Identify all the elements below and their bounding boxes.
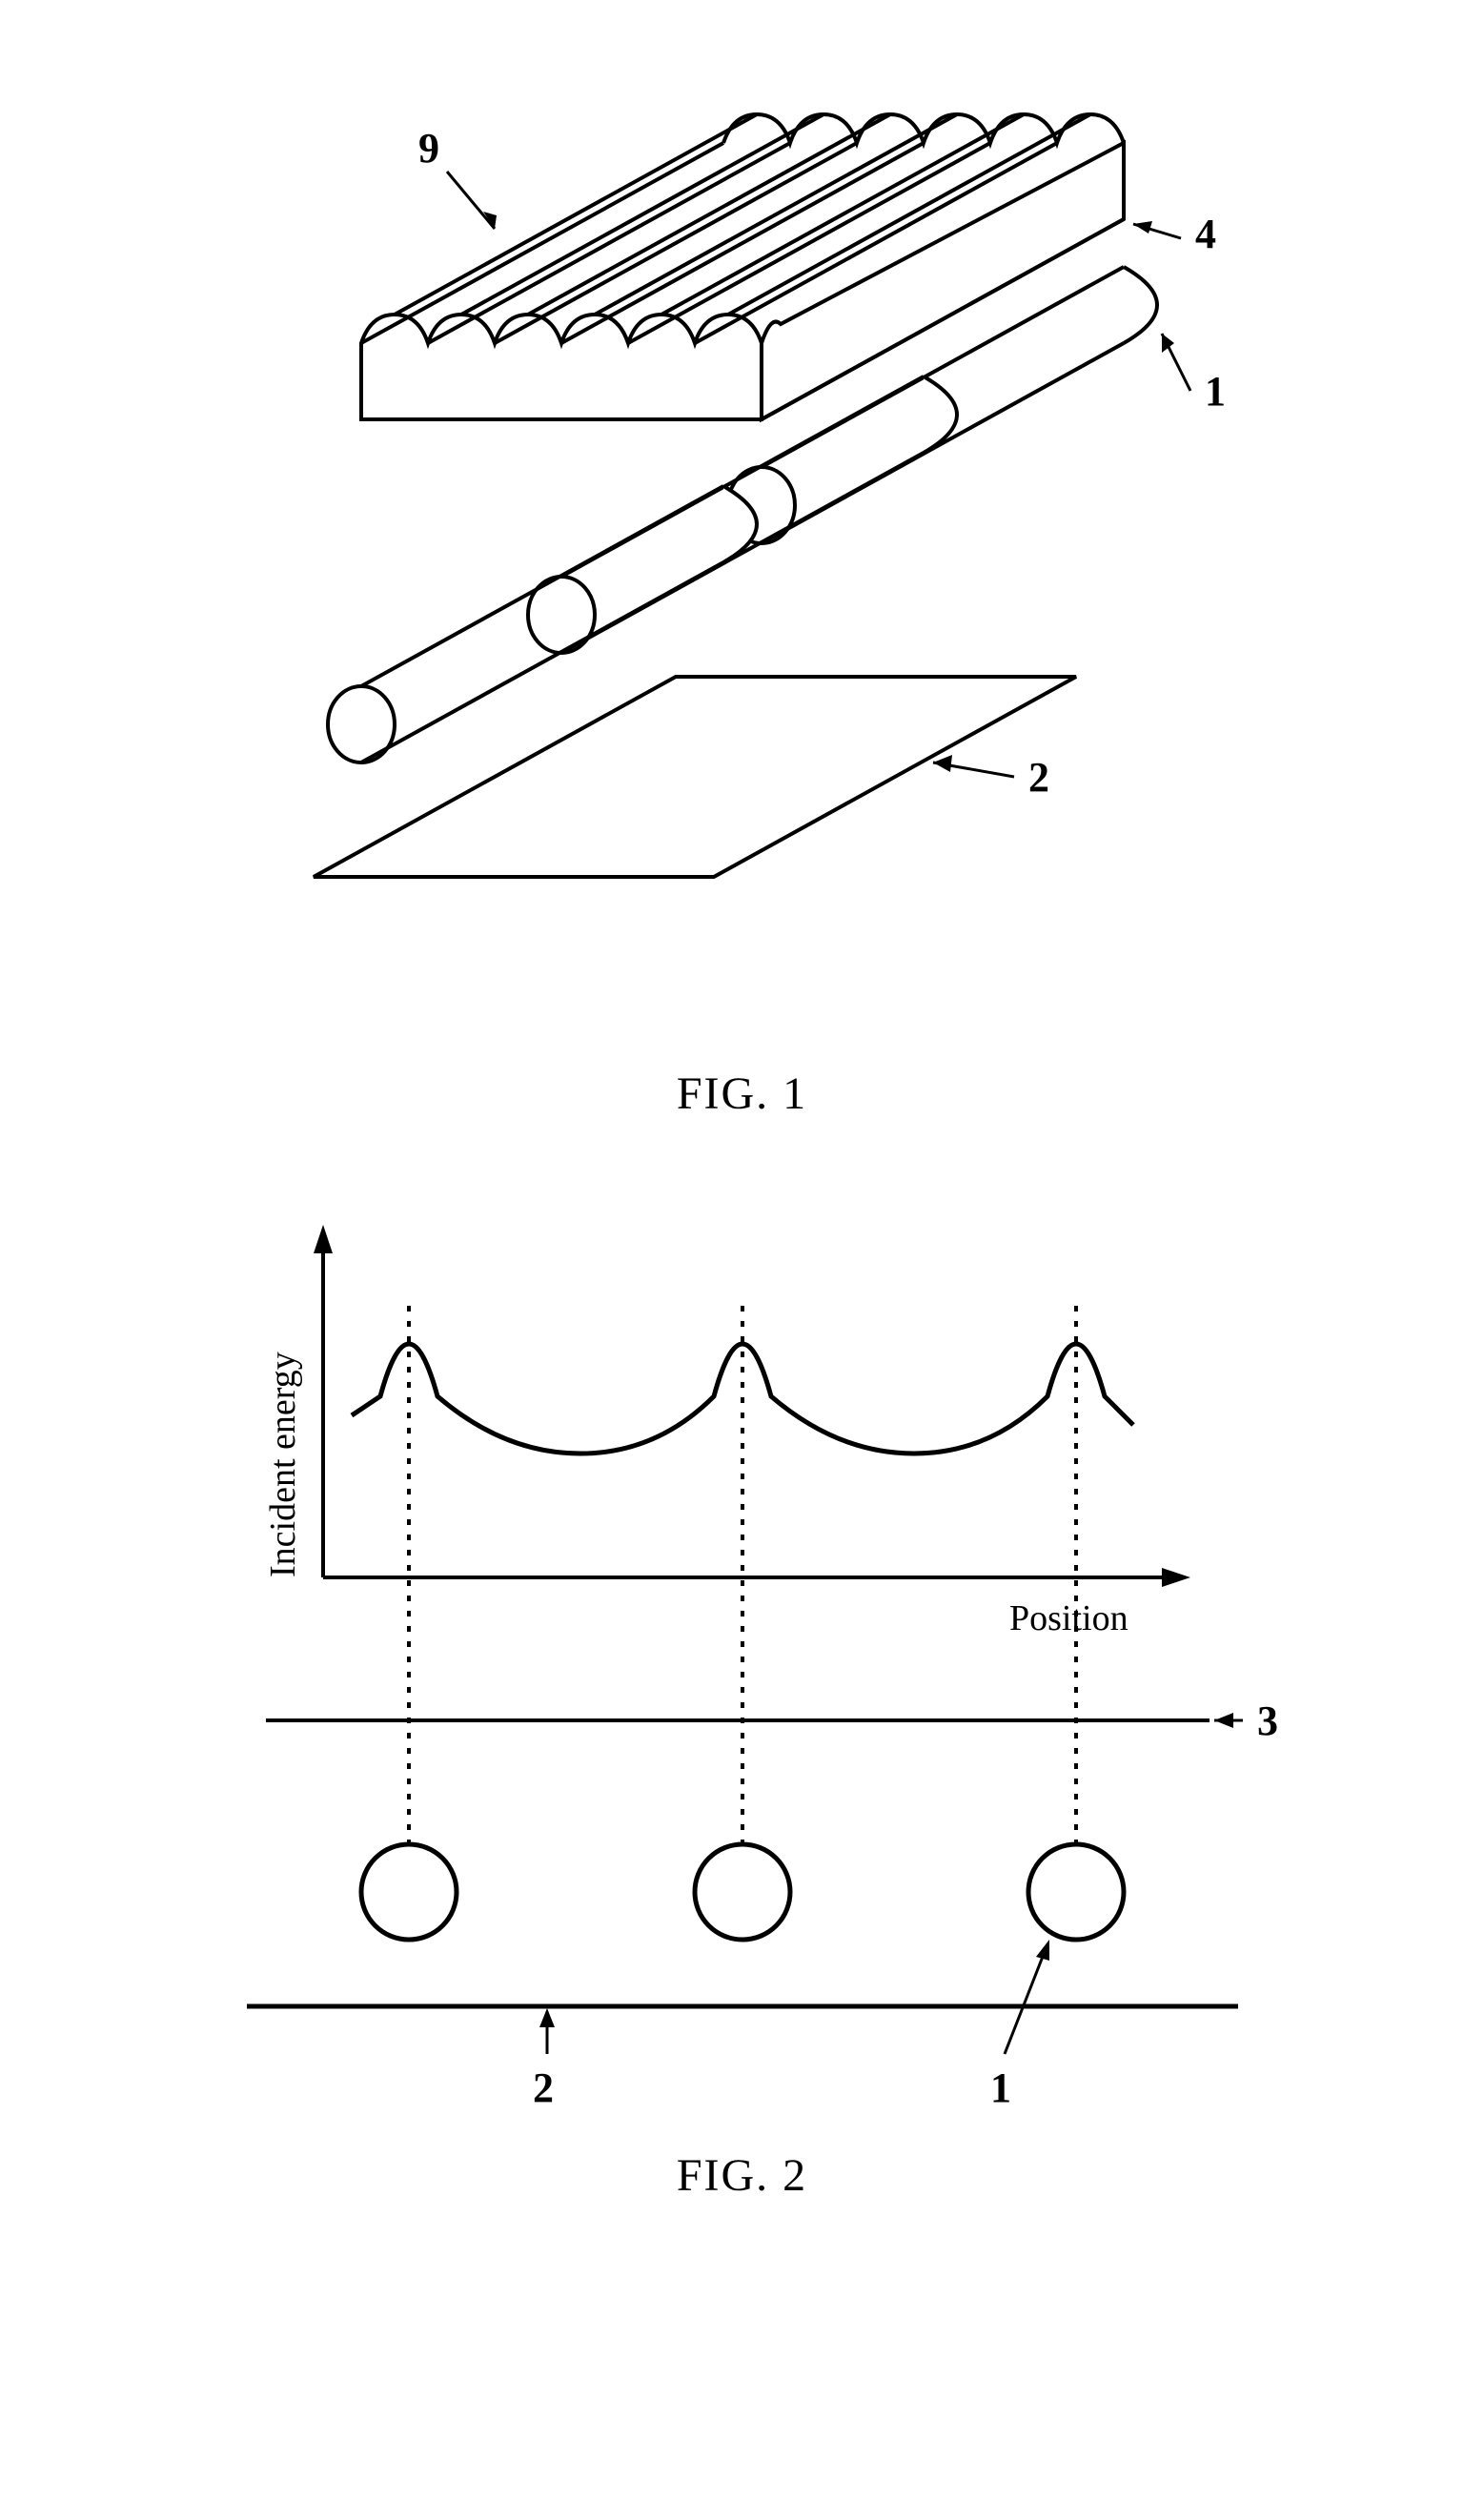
- label-2-bottom-text: 2: [533, 2064, 554, 2111]
- circles: [361, 1844, 1124, 1940]
- base-plate: [314, 677, 1076, 877]
- label-1-bottom-text: 1: [990, 2064, 1011, 2111]
- fig1-svg: 9 4: [171, 38, 1314, 1048]
- label-4-text: 4: [1195, 211, 1216, 257]
- label-2: 2: [933, 754, 1049, 801]
- x-axis: Position: [323, 1568, 1190, 1638]
- label-1-bottom: 1: [990, 1940, 1049, 2111]
- y-axis: Incident energy: [263, 1225, 333, 1577]
- label-9: 9: [418, 125, 497, 229]
- fig1-caption: FIG. 1: [38, 1068, 1446, 1120]
- label-2-bottom: 2: [533, 2008, 555, 2111]
- figure-1: 9 4: [38, 38, 1446, 1120]
- fig2-caption: FIG. 2: [38, 2149, 1446, 2202]
- label-9-text: 9: [418, 125, 439, 172]
- corrugated-plate: [361, 114, 1124, 419]
- y-axis-label: Incident energy: [263, 1352, 303, 1577]
- label-4: 4: [1133, 211, 1216, 257]
- x-axis-label: Position: [1009, 1598, 1128, 1638]
- label-1: 1: [1162, 334, 1226, 415]
- line-3: 3: [266, 1698, 1278, 1744]
- label-2-text: 2: [1028, 754, 1049, 801]
- dotted-lines: [409, 1306, 1076, 1892]
- label-1-text: 1: [1205, 368, 1226, 415]
- fig2-svg: Incident energy Position 3: [171, 1177, 1314, 2130]
- figure-2: Incident energy Position 3: [38, 1177, 1446, 2202]
- label-3-text: 3: [1257, 1698, 1278, 1744]
